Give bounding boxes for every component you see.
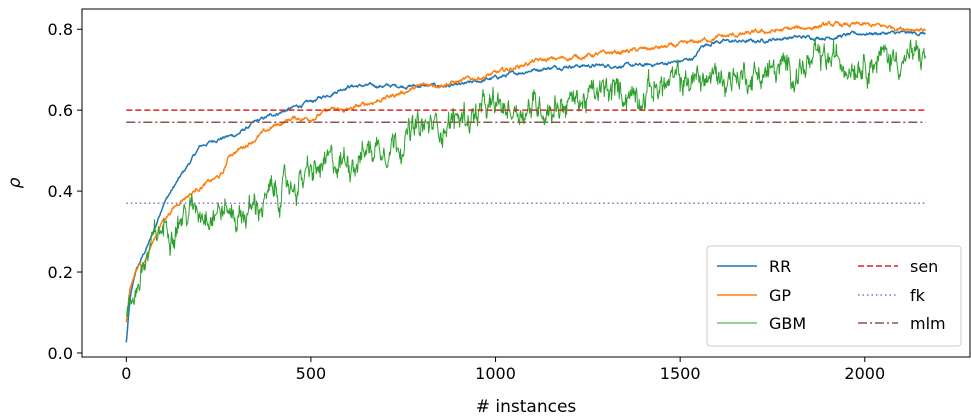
x-axis-label: # instances — [476, 397, 577, 417]
legend-label-sen: sen — [910, 257, 938, 276]
legend-label-gp: GP — [769, 286, 791, 305]
plot-area — [125, 20, 927, 343]
y-tick-label: 0.0 — [48, 344, 73, 363]
series-line-gp — [125, 20, 926, 323]
x-tick-label: 2000 — [844, 364, 885, 383]
series-line-rr — [125, 29, 926, 343]
legend-label-rr: RR — [769, 257, 791, 276]
x-tick-label: 0 — [121, 364, 131, 383]
y-tick-label: 0.4 — [48, 182, 73, 201]
axes-frame — [81, 8, 971, 358]
legend-label-mlm: mlm — [910, 314, 946, 333]
legend-label-fk: fk — [910, 286, 926, 305]
x-tick-label: 1000 — [475, 364, 516, 383]
x-tick-label: 500 — [296, 364, 327, 383]
y-tick-label: 0.6 — [48, 101, 73, 120]
legend: RR GP GBM sen fk mlm — [706, 245, 962, 347]
x-tick-label: 1500 — [660, 364, 701, 383]
y-tick-label: 0.8 — [48, 20, 73, 39]
legend-box — [706, 245, 962, 347]
y-axis-label: ρ — [5, 177, 25, 188]
series-line-gbm — [125, 38, 927, 318]
legend-label-gbm: GBM — [769, 314, 806, 333]
y-tick-label: 0.2 — [48, 263, 73, 282]
